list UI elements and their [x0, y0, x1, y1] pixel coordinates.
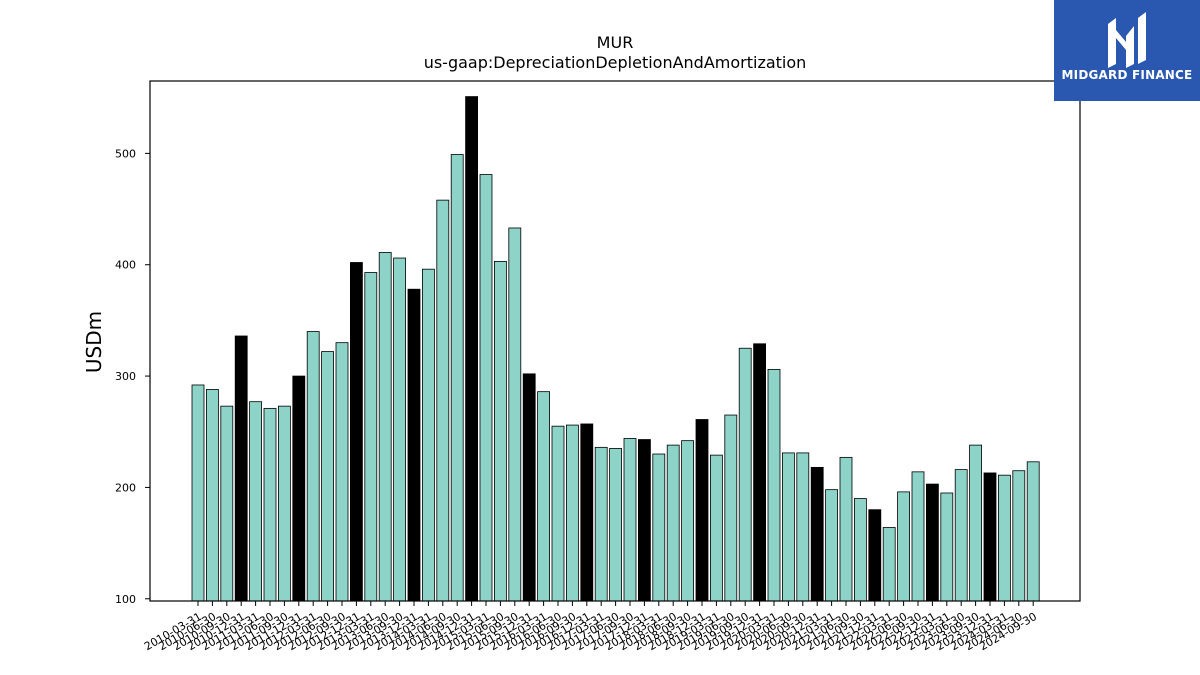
brand-logo: MIDGARD FINANCE — [1054, 0, 1200, 101]
bars — [191, 96, 1040, 602]
bar-2018-09-30 — [681, 440, 694, 602]
bar-2020-12-31 — [810, 466, 824, 602]
bar-2023-09-30 — [969, 444, 982, 602]
bar-2020-09-30 — [796, 452, 810, 602]
bar-2020-03-31 — [767, 368, 781, 602]
bar-2011-03-31 — [249, 401, 263, 602]
plot-frame — [149, 80, 1081, 602]
bar-2022-09-30 — [911, 471, 925, 602]
bar-2013-03-31 — [364, 272, 378, 602]
bar-2018-06-30 — [666, 444, 680, 602]
bar-2019-06-30 — [724, 414, 738, 602]
chart-subtitle: us-gaap:DepreciationDepletionAndAmortiza… — [424, 53, 807, 72]
y-tick-label: 400 — [115, 259, 136, 272]
brand-name: MIDGARD FINANCE — [1061, 68, 1193, 82]
y-axis: 100 200 300 400 500 — [115, 147, 150, 606]
bar-2016-09-30 — [566, 424, 579, 602]
y-tick-label: 300 — [115, 370, 136, 383]
chart-title: MUR — [597, 33, 634, 52]
bar-2015-06-30 — [493, 260, 507, 602]
bar-2018-12-31 — [695, 419, 709, 602]
x-axis: 2010-03-312010-06-302010-09-302010-12-31… — [142, 601, 1039, 653]
bar-2012-06-30 — [321, 351, 335, 602]
bar-2023-06-30 — [954, 469, 968, 602]
bar-2015-03-31 — [479, 174, 493, 602]
bar-2014-12-31 — [465, 96, 479, 602]
bar-2011-06-30 — [263, 407, 277, 602]
bar-2023-03-31 — [940, 492, 954, 602]
bar-2017-06-30 — [609, 448, 622, 602]
midgard-logo-icon — [1108, 12, 1146, 68]
bar-2019-09-30 — [738, 347, 752, 602]
y-tick-label: 100 — [115, 593, 136, 606]
bar-2016-06-30 — [551, 425, 565, 602]
bar-2022-06-30 — [897, 491, 910, 602]
bar-2015-12-31 — [522, 373, 536, 602]
bar-2010-12-31 — [234, 335, 248, 602]
bar-2017-12-31 — [638, 439, 651, 602]
bar-2016-03-31 — [537, 391, 550, 602]
y-tick-label: 200 — [115, 481, 136, 494]
bar-2019-12-31 — [753, 343, 766, 602]
bar-2018-03-31 — [652, 453, 666, 602]
bar-2012-03-31 — [306, 331, 320, 602]
bar-2014-06-30 — [436, 199, 450, 602]
bar-2015-09-30 — [508, 227, 522, 602]
bar-2013-09-30 — [393, 257, 407, 602]
bar-2024-03-31 — [998, 474, 1011, 602]
bar-2021-03-31 — [825, 489, 838, 602]
bar-2023-12-31 — [983, 472, 997, 602]
bar-2024-09-30 — [1026, 461, 1040, 602]
bar-2014-09-30 — [450, 154, 464, 602]
bar-2021-12-31 — [868, 509, 882, 602]
bar-2011-12-31 — [292, 375, 306, 602]
bar-2016-12-31 — [580, 423, 594, 602]
y-tick-label: 500 — [115, 147, 136, 160]
bar-2013-06-30 — [378, 252, 392, 602]
bar-2019-03-31 — [710, 454, 723, 602]
bar-2012-12-31 — [349, 262, 363, 602]
bar-2010-09-30 — [220, 405, 234, 602]
bar-2017-03-31 — [594, 446, 608, 602]
bar-2010-03-31 — [191, 384, 205, 602]
bar-2013-12-31 — [407, 288, 421, 602]
bar-2022-03-31 — [882, 527, 896, 602]
bar-2022-12-31 — [926, 483, 939, 602]
bar-2011-09-30 — [277, 405, 291, 602]
bar-2010-06-30 — [205, 389, 219, 602]
bar-2017-09-30 — [623, 438, 637, 602]
bar-2014-03-31 — [421, 268, 435, 602]
bar-2021-09-30 — [854, 498, 867, 602]
bar-2020-06-30 — [782, 452, 795, 602]
y-axis-label: USDm — [82, 311, 106, 373]
bar-2021-06-30 — [839, 456, 853, 602]
bar-2012-09-30 — [335, 342, 349, 602]
bar-2024-06-30 — [1012, 470, 1026, 602]
